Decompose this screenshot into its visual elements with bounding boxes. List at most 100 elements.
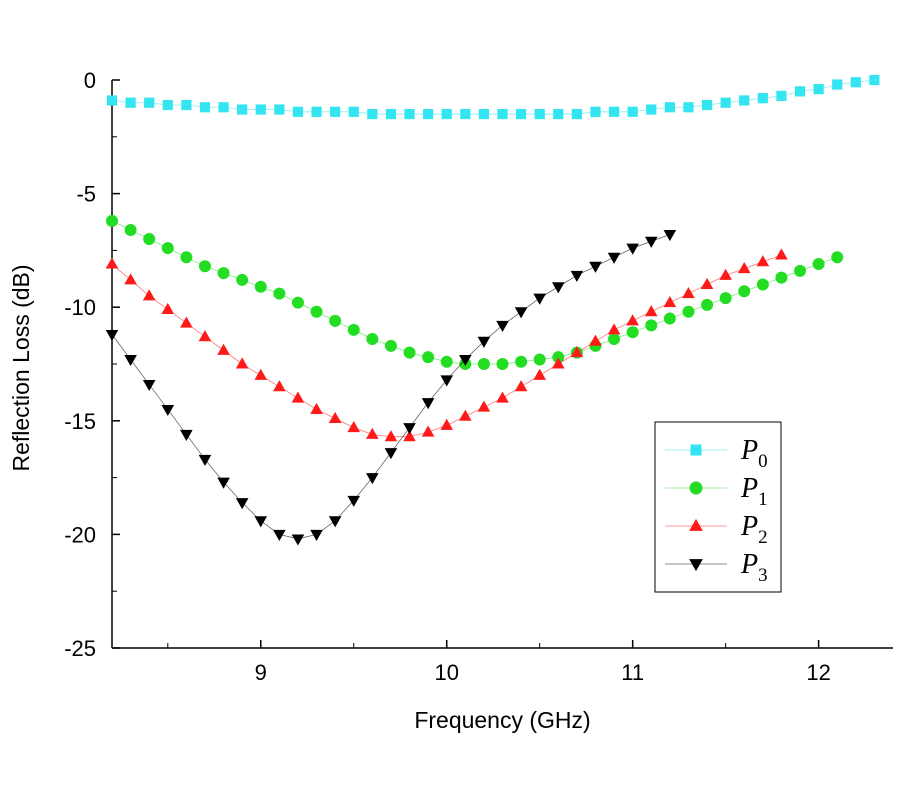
data-point (347, 495, 361, 507)
data-point (180, 316, 193, 328)
data-point (384, 448, 398, 460)
data-point (385, 108, 397, 120)
data-point (608, 106, 620, 117)
data-point (515, 355, 528, 368)
data-point (626, 326, 639, 339)
data-series (105, 74, 880, 546)
data-point (105, 257, 119, 269)
data-point (237, 104, 248, 115)
y-tick-label: -20 (64, 522, 96, 547)
data-point (292, 106, 304, 117)
series-P0 (106, 74, 880, 120)
data-point (124, 354, 137, 367)
data-point (590, 106, 601, 117)
data-point (440, 375, 454, 387)
data-point (646, 104, 657, 115)
data-point (254, 516, 268, 528)
data-point (832, 79, 843, 90)
data-point (477, 358, 490, 370)
data-point (310, 305, 323, 318)
data-point (422, 351, 435, 364)
data-point (162, 99, 173, 111)
data-point (217, 477, 230, 489)
data-point (496, 358, 509, 370)
data-point (663, 312, 676, 325)
data-point (663, 296, 677, 308)
data-point (738, 285, 751, 298)
data-point (756, 255, 770, 267)
data-point (589, 334, 602, 346)
y-tick-label: -5 (76, 182, 96, 207)
data-point (626, 314, 639, 326)
data-point (812, 258, 825, 271)
data-point (756, 278, 769, 291)
data-point (515, 108, 527, 120)
data-point (739, 95, 750, 106)
data-point (533, 293, 546, 305)
data-point (478, 108, 490, 120)
series-line (111, 234, 670, 540)
data-point (311, 106, 322, 117)
data-point (533, 368, 546, 380)
data-point (813, 83, 824, 95)
data-point (627, 106, 638, 117)
data-point (440, 355, 453, 368)
data-point (218, 102, 229, 113)
data-point (161, 242, 174, 255)
data-point (423, 108, 434, 120)
x-tick-label: 9 (255, 660, 267, 685)
data-point (180, 429, 193, 442)
data-point (366, 427, 379, 439)
legend-swatch-marker (689, 559, 703, 572)
data-point (198, 454, 212, 467)
data-point (757, 93, 768, 104)
data-point (125, 97, 136, 108)
x-axis-title: Frequency (GHz) (414, 707, 590, 733)
data-point (180, 251, 193, 264)
legend-label: P1 (740, 473, 768, 510)
data-point (143, 233, 156, 246)
y-tick-label: -25 (64, 636, 96, 661)
data-point (273, 287, 286, 300)
data-point (124, 273, 137, 285)
data-point (607, 323, 621, 335)
data-point (144, 97, 155, 108)
data-point (794, 264, 807, 277)
data-point (105, 329, 119, 342)
data-point (124, 223, 137, 236)
data-point (644, 305, 658, 317)
legend-label: P0 (740, 435, 768, 472)
data-point (720, 97, 731, 108)
data-point (106, 214, 118, 227)
data-point (235, 498, 249, 510)
data-point (701, 298, 714, 311)
data-point (663, 229, 677, 242)
data-point (384, 339, 397, 352)
data-point (571, 108, 582, 120)
data-point (254, 368, 268, 380)
data-point (254, 280, 267, 293)
data-point (441, 108, 452, 120)
data-point (775, 248, 788, 260)
data-point (477, 336, 491, 348)
data-point (626, 243, 639, 255)
data-point (608, 333, 621, 346)
data-point (403, 430, 416, 442)
data-point (775, 271, 788, 284)
legend-swatch-marker (689, 518, 703, 531)
data-point (328, 516, 342, 528)
data-point (366, 473, 379, 485)
data-point (366, 333, 379, 346)
legend-swatch-marker (689, 481, 703, 495)
axis-ticks: 0 -5 -10 -15 -20 -25 9 10 11 12 (64, 68, 831, 685)
data-point (404, 108, 415, 120)
data-point (403, 423, 416, 435)
data-point (607, 252, 621, 264)
data-point (553, 108, 564, 120)
legend-label: P3 (740, 549, 768, 586)
data-point (235, 357, 249, 369)
legend-label: P2 (740, 511, 768, 548)
data-point (551, 357, 565, 369)
data-point (273, 380, 286, 392)
